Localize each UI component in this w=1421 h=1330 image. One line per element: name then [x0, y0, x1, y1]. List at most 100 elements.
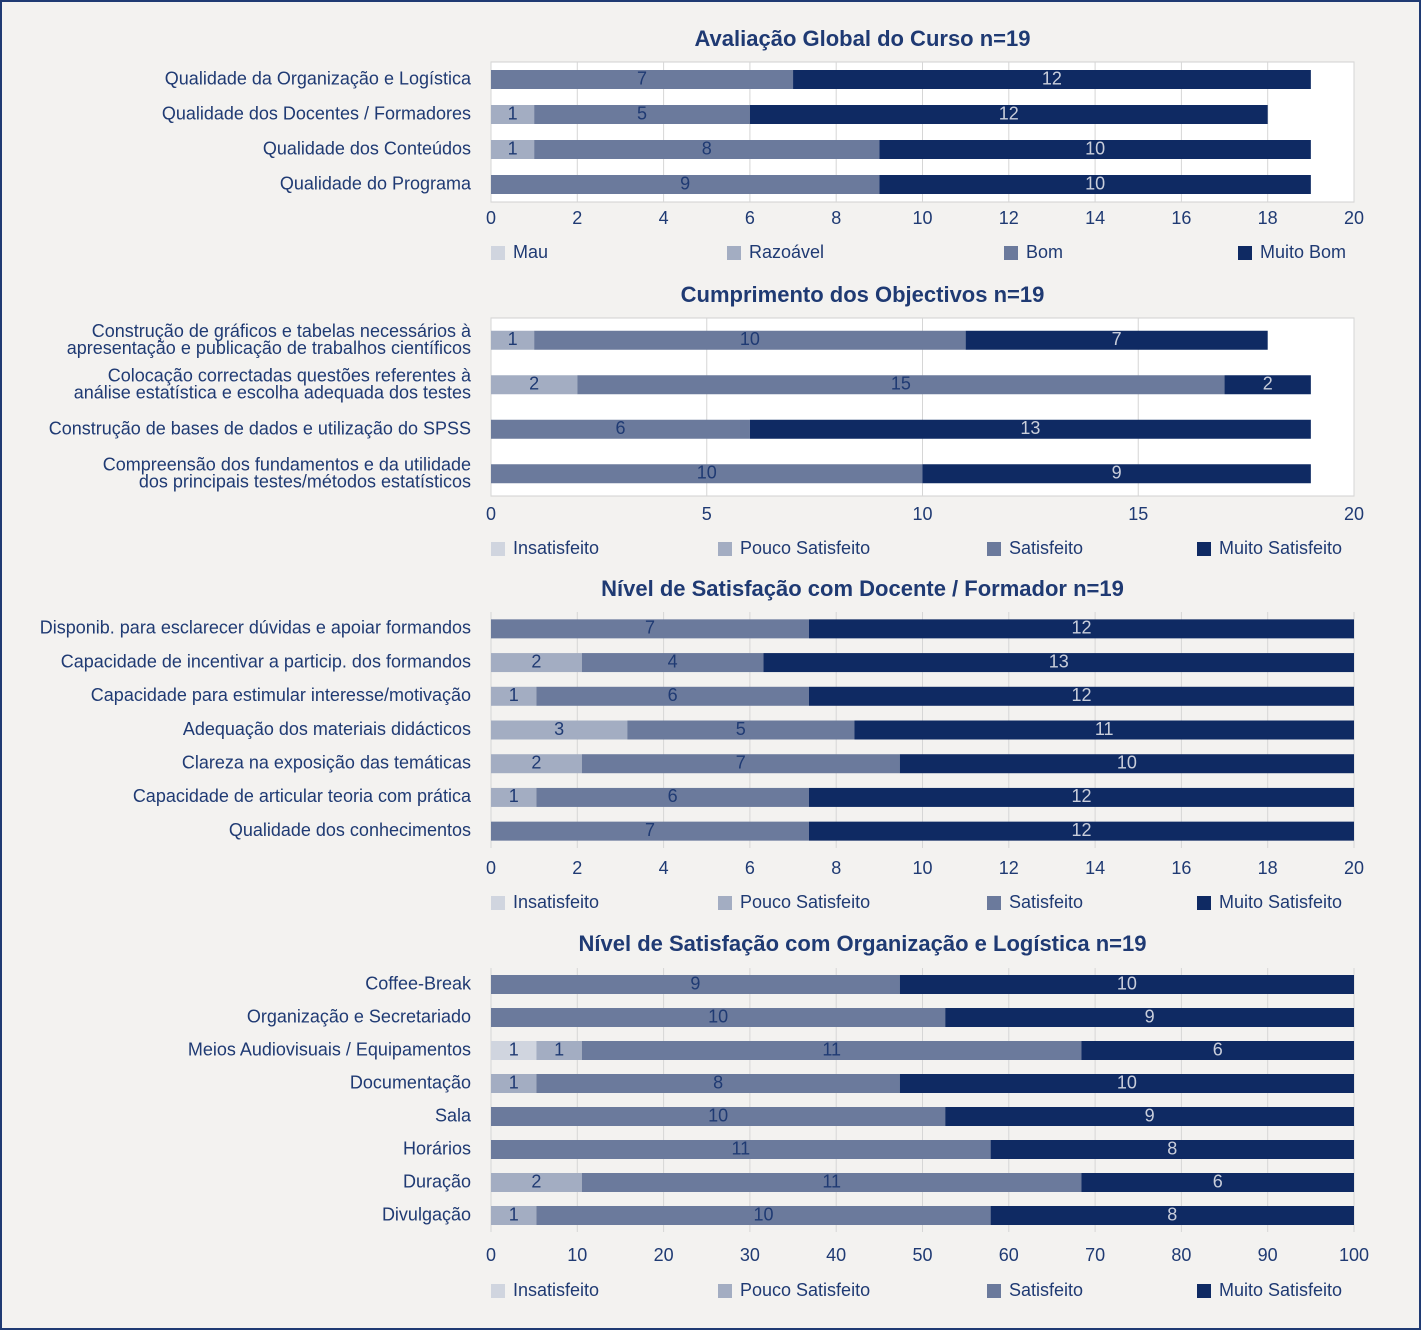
bar-value-label: 8	[702, 138, 712, 158]
category-label: Qualidade dos conhecimentos	[229, 820, 471, 840]
bar-value-label: 6	[668, 786, 678, 806]
legend-label: Pouco Satisfeito	[740, 892, 870, 912]
bar-value-label: 9	[1145, 1105, 1155, 1125]
chart-title: Nível de Satisfação com Docente / Formad…	[601, 576, 1124, 601]
bar-value-label: 8	[713, 1072, 723, 1092]
x-tick-label: 5	[702, 504, 712, 524]
bar-value-label: 13	[1049, 651, 1069, 671]
category-label: Construção de bases de dados e utilizaçã…	[49, 418, 471, 438]
chart-title: Cumprimento dos Objectivos n=19	[681, 282, 1045, 307]
x-tick-label: 0	[486, 208, 496, 228]
category-label: Sala	[435, 1105, 472, 1125]
bar-value-label: 2	[529, 374, 539, 394]
x-tick-label: 40	[826, 1245, 846, 1265]
legend-label: Pouco Satisfeito	[740, 1280, 870, 1300]
category-label-line: Construção de bases de dados e utilizaçã…	[49, 418, 471, 438]
x-tick-label: 14	[1085, 208, 1105, 228]
x-tick-label: 10	[912, 504, 932, 524]
legend-swatch	[1004, 246, 1018, 260]
bar-value-label: 12	[999, 103, 1019, 123]
legend-swatch	[987, 896, 1001, 910]
legend-label: Mau	[513, 242, 548, 262]
x-tick-label: 14	[1085, 858, 1105, 878]
bar-value-label: 15	[891, 374, 911, 394]
bar-value-label: 3	[554, 719, 564, 739]
x-tick-label: 50	[912, 1245, 932, 1265]
x-tick-label: 16	[1171, 858, 1191, 878]
bar-value-label: 1	[509, 1039, 519, 1059]
bar-value-label: 1	[508, 138, 518, 158]
legend-swatch	[718, 1284, 732, 1298]
legend-swatch	[1197, 1284, 1211, 1298]
x-tick-label: 15	[1128, 504, 1148, 524]
bar-value-label: 2	[531, 651, 541, 671]
category-label: Disponib. para esclarecer dúvidas e apoi…	[40, 618, 471, 638]
x-tick-label: 20	[1344, 858, 1364, 878]
bar-value-label: 11	[1095, 719, 1114, 739]
legend-label: Satisfeito	[1009, 892, 1083, 912]
x-tick-label: 4	[659, 858, 669, 878]
category-label: Adequação dos materiais didácticos	[183, 719, 471, 739]
category-label: Horários	[403, 1138, 471, 1158]
bar-value-label: 11	[731, 1138, 750, 1158]
bar-value-label: 6	[668, 685, 678, 705]
bar-value-label: 7	[645, 618, 655, 638]
bar-value-label: 7	[1112, 329, 1122, 349]
legend-label: Insatisfeito	[513, 538, 599, 558]
legend-swatch	[1197, 896, 1211, 910]
category-label: Capacidade de articular teoria com práti…	[133, 786, 472, 806]
x-tick-label: 6	[745, 208, 755, 228]
legend-label: Satisfeito	[1009, 538, 1083, 558]
category-label: Compreensão dos fundamentos e da utilida…	[103, 454, 471, 491]
legend-swatch	[987, 1284, 1001, 1298]
x-tick-label: 20	[1344, 504, 1364, 524]
bar-value-label: 13	[1020, 418, 1040, 438]
x-tick-label: 18	[1258, 858, 1278, 878]
category-label: Divulgação	[382, 1204, 471, 1224]
x-tick-label: 2	[572, 208, 582, 228]
bar-value-label: 1	[509, 786, 519, 806]
category-label-line: análise estatística e escolha adequada d…	[74, 382, 471, 402]
bar-value-label: 4	[668, 651, 678, 671]
bar-value-label: 1	[508, 103, 518, 123]
bar-value-label: 10	[708, 1105, 728, 1125]
x-tick-label: 20	[1344, 208, 1364, 228]
bar-value-label: 2	[531, 752, 541, 772]
category-label-line: dos principais testes/métodos estatístic…	[139, 471, 471, 491]
bar-value-label: 5	[736, 719, 746, 739]
legend-label: Bom	[1026, 242, 1063, 262]
legend-swatch	[727, 246, 741, 260]
legend-label: Pouco Satisfeito	[740, 538, 870, 558]
category-label: Clareza na exposição das temáticas	[182, 752, 471, 772]
bar-value-label: 10	[740, 329, 760, 349]
bar-value-label: 8	[1167, 1204, 1177, 1224]
x-tick-label: 2	[572, 858, 582, 878]
x-tick-label: 20	[654, 1245, 674, 1265]
x-tick-label: 12	[999, 858, 1019, 878]
category-label: Colocação correctadas questões referente…	[74, 365, 472, 402]
category-label: Capacidade de incentivar a particip. dos…	[61, 651, 471, 671]
legend-swatch	[718, 896, 732, 910]
legend-swatch	[491, 1284, 505, 1298]
category-label: Qualidade dos Conteúdos	[263, 138, 471, 158]
category-label: Meios Audiovisuais / Equipamentos	[188, 1039, 471, 1059]
bar-value-label: 10	[1117, 752, 1137, 772]
legend-label: Muito Satisfeito	[1219, 892, 1342, 912]
x-tick-label: 0	[486, 504, 496, 524]
bar-value-label: 12	[1071, 786, 1091, 806]
bar-value-label: 9	[680, 173, 690, 193]
bar-value-label: 10	[754, 1204, 774, 1224]
bar-value-label: 7	[736, 752, 746, 772]
bar-value-label: 9	[690, 973, 700, 993]
bar-value-label: 10	[1117, 973, 1137, 993]
x-tick-label: 12	[999, 208, 1019, 228]
legend-label: Muito Satisfeito	[1219, 1280, 1342, 1300]
x-tick-label: 10	[567, 1245, 587, 1265]
bar-value-label: 10	[708, 1006, 728, 1026]
legend-swatch	[491, 246, 505, 260]
x-tick-label: 100	[1339, 1245, 1369, 1265]
category-label: Capacidade para estimular interesse/moti…	[91, 685, 471, 705]
bar-value-label: 6	[1213, 1171, 1223, 1191]
category-label: Qualidade do Programa	[280, 173, 472, 193]
chart-page: Avaliação Global do Curso n=190246810121…	[0, 0, 1421, 1330]
